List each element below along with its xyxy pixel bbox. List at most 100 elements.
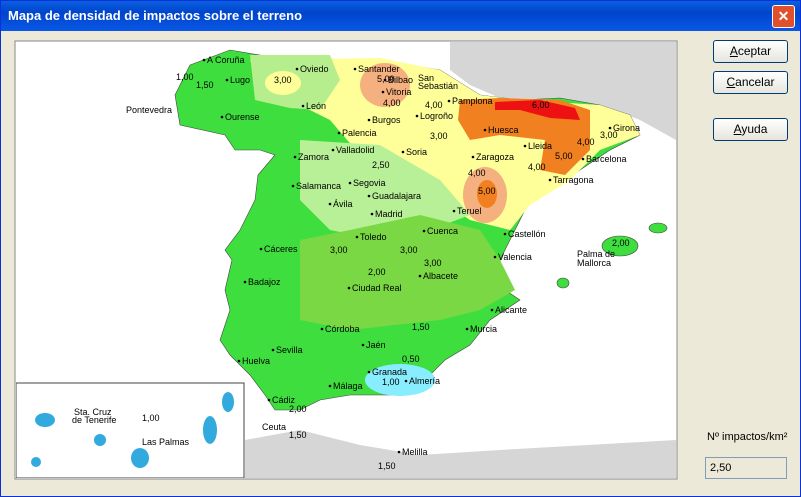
map-label: Sevilla bbox=[276, 345, 303, 355]
map-label: Oviedo bbox=[300, 64, 329, 74]
map-label: Cuenca bbox=[427, 226, 458, 236]
cancel-button[interactable]: Cancelar bbox=[713, 71, 788, 94]
city-dot bbox=[415, 114, 419, 118]
map-label: Huelva bbox=[242, 356, 270, 366]
city-dot bbox=[320, 327, 324, 331]
map-label: Lugo bbox=[230, 75, 250, 85]
map-label: 5,00 bbox=[555, 151, 573, 161]
map-label: 2,50 bbox=[372, 160, 390, 170]
map-label: 6,00 bbox=[532, 100, 550, 110]
city-dot bbox=[401, 150, 405, 154]
map-label: 3,00 bbox=[400, 245, 418, 255]
city-dot bbox=[295, 67, 299, 71]
city-dot bbox=[347, 286, 351, 290]
zone bbox=[300, 215, 515, 330]
city-dot bbox=[465, 327, 469, 331]
map-label: 4,00 bbox=[528, 162, 546, 172]
map-label: Málaga bbox=[333, 381, 363, 391]
map-label: Almería bbox=[409, 376, 440, 386]
france bbox=[450, 42, 676, 140]
map-label: 3,00 bbox=[430, 131, 448, 141]
map-label: 2,00 bbox=[368, 267, 386, 277]
button-text: Ayuda bbox=[733, 122, 768, 136]
map-label: Valencia bbox=[498, 252, 532, 262]
map-label: Segovia bbox=[353, 178, 386, 188]
map-label: 1,00 bbox=[176, 72, 194, 82]
island bbox=[203, 416, 217, 444]
map-label: 1,00 bbox=[142, 413, 160, 423]
map-label: Granada bbox=[372, 367, 407, 377]
map-label: 4,00 bbox=[468, 168, 486, 178]
island bbox=[556, 277, 570, 289]
city-dot bbox=[337, 131, 341, 135]
city-dot bbox=[367, 194, 371, 198]
city-dot bbox=[293, 155, 297, 159]
map-label: 1,00 bbox=[382, 377, 400, 387]
city-dot bbox=[353, 67, 357, 71]
city-dot bbox=[404, 379, 408, 383]
map-label: Tarragona bbox=[553, 175, 594, 185]
city-dot bbox=[383, 78, 387, 82]
island bbox=[648, 222, 668, 234]
map-label: Castellón bbox=[508, 229, 546, 239]
city-dot bbox=[471, 155, 475, 159]
map-label: 3,00 bbox=[600, 130, 618, 140]
africa bbox=[245, 430, 676, 478]
city-dot bbox=[202, 58, 206, 62]
island bbox=[94, 434, 106, 446]
city-dot bbox=[608, 126, 612, 130]
map-label: San bbox=[418, 73, 434, 83]
accept-button[interactable]: Aceptar bbox=[713, 40, 788, 63]
close-button[interactable]: ✕ bbox=[772, 5, 795, 28]
map-label: A Coruña bbox=[207, 55, 245, 65]
city-dot bbox=[422, 229, 426, 233]
help-button[interactable]: Ayuda bbox=[713, 118, 788, 141]
map-label: Las Palmas bbox=[142, 437, 190, 447]
button-text: Aceptar bbox=[729, 44, 772, 58]
map-label: de Tenerife bbox=[72, 415, 116, 425]
city-dot bbox=[271, 348, 275, 352]
map-label: Ciudad Real bbox=[352, 283, 402, 293]
city-dot bbox=[490, 308, 494, 312]
zone bbox=[360, 63, 410, 107]
map-label: Jaén bbox=[366, 340, 386, 350]
map-label: Vitoria bbox=[386, 87, 411, 97]
map-label: Pontevedra bbox=[126, 105, 172, 115]
island bbox=[31, 457, 41, 467]
map-label: Valladolid bbox=[336, 145, 374, 155]
city-dot bbox=[361, 343, 365, 347]
city-dot bbox=[367, 370, 371, 374]
city-dot bbox=[493, 255, 497, 259]
city-dot bbox=[267, 398, 271, 402]
density-field[interactable]: 2,50 bbox=[705, 457, 787, 479]
map-label: Girona bbox=[613, 123, 640, 133]
city-dot bbox=[355, 235, 359, 239]
map-label: 2,00 bbox=[289, 404, 307, 414]
zone bbox=[477, 180, 497, 208]
zone bbox=[250, 58, 640, 230]
city-dot bbox=[503, 232, 507, 236]
map-label: Sta. Cruz bbox=[74, 407, 112, 417]
city-dot bbox=[381, 90, 385, 94]
density-label: Nº impactos/km² bbox=[707, 431, 788, 443]
city-dot bbox=[370, 212, 374, 216]
map-label: Melilla bbox=[402, 447, 428, 457]
island bbox=[222, 392, 234, 412]
city-dot bbox=[328, 384, 332, 388]
map-label: 3,00 bbox=[274, 75, 292, 85]
map-label: Lleida bbox=[528, 141, 552, 151]
map-label: 5,00 bbox=[478, 186, 496, 196]
map-label: 4,00 bbox=[425, 100, 443, 110]
city-dot bbox=[301, 104, 305, 108]
map-label: Bilbao bbox=[388, 75, 413, 85]
city-dot bbox=[243, 280, 247, 284]
city-dot bbox=[328, 202, 332, 206]
map-label: 3,00 bbox=[424, 258, 442, 268]
map-label: Zamora bbox=[298, 152, 329, 162]
map-label: Toledo bbox=[360, 232, 387, 242]
map-label: Huesca bbox=[488, 125, 519, 135]
island bbox=[131, 448, 149, 468]
map-label: Badajoz bbox=[248, 277, 281, 287]
